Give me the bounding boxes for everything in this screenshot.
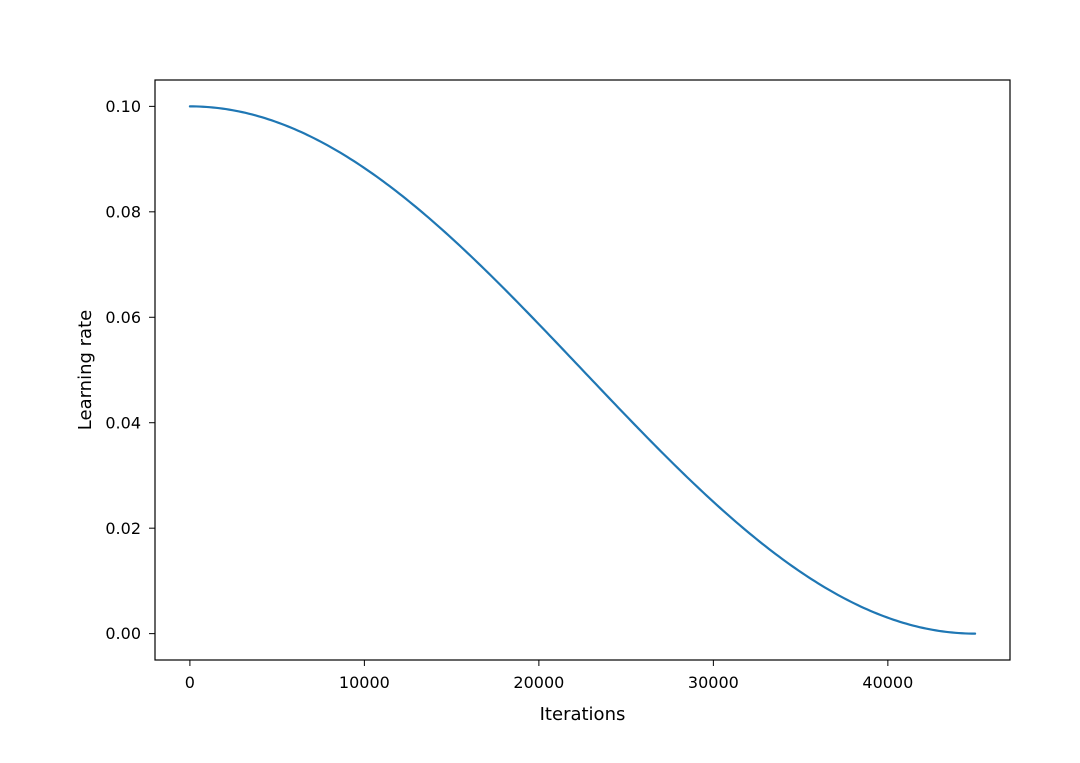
y-tick-label: 0.04	[105, 413, 141, 432]
y-tick-label: 0.06	[105, 308, 141, 327]
x-tick-label: 0	[185, 673, 195, 692]
x-axis-label: Iterations	[540, 704, 626, 725]
y-tick-label: 0.08	[105, 202, 141, 221]
learning-rate-chart: 0 10000 20000 30000 40000 0.00 0.02 0.04 0.06 0.0…	[0, 0, 1080, 763]
x-tick-label: 20000	[513, 673, 564, 692]
y-tick-label: 0.10	[105, 97, 141, 116]
y-axis-label: Learning rate	[75, 310, 96, 430]
y-tick-label: 0.02	[105, 519, 141, 538]
x-tick-label: 40000	[862, 673, 913, 692]
y-tick-label: 0.00	[105, 624, 141, 643]
x-tick-label: 10000	[339, 673, 390, 692]
x-tick-label: 30000	[688, 673, 739, 692]
chart-container: 0 10000 20000 30000 40000 0.00 0.02 0.04 0.06 0.0…	[0, 0, 1080, 763]
